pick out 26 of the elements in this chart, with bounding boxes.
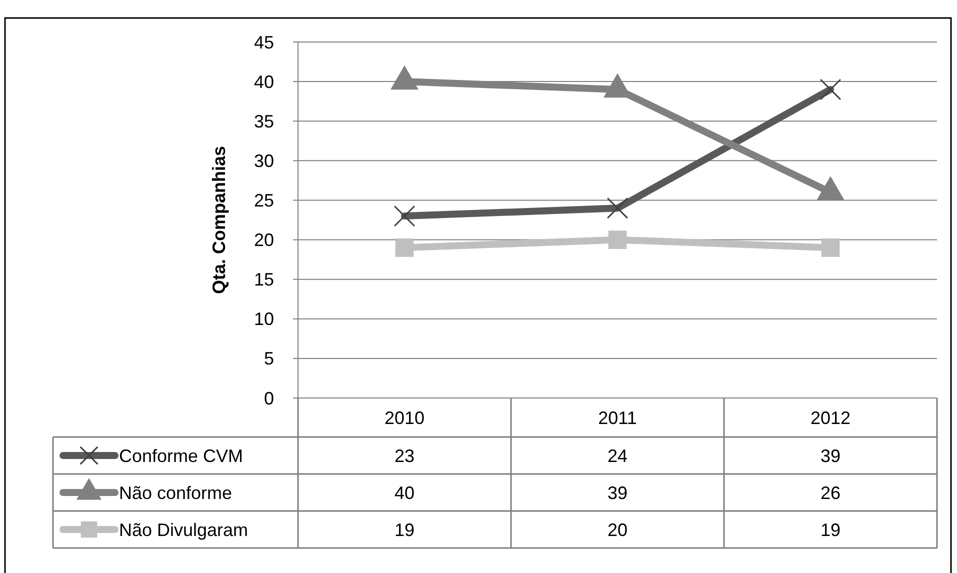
y-tick-label: 45 xyxy=(254,32,274,52)
x-tick-label: 2011 xyxy=(598,408,637,428)
data-label: 24 xyxy=(607,446,628,466)
y-axis-title: Qta. Companhias xyxy=(209,146,229,294)
y-tick-label: 30 xyxy=(254,150,274,171)
legend-label: Não Divulgaram xyxy=(119,520,248,540)
x-tick-label: 2010 xyxy=(384,408,425,428)
data-label: 23 xyxy=(394,446,415,466)
y-tick-label: 0 xyxy=(264,388,274,408)
data-label: 20 xyxy=(607,520,628,540)
y-tick-label: 25 xyxy=(254,190,274,211)
data-label: 40 xyxy=(394,482,415,503)
data-label: 19 xyxy=(820,520,841,540)
y-tick-label: 10 xyxy=(254,309,274,330)
data-label: 39 xyxy=(607,482,628,503)
y-tick-label: 20 xyxy=(254,230,274,250)
y-tick-label: 5 xyxy=(264,348,274,369)
legend-label: Não conforme xyxy=(119,482,232,503)
data-label: 26 xyxy=(820,482,841,503)
data-label: 39 xyxy=(820,446,841,466)
x-tick-label: 2012 xyxy=(810,408,851,428)
data-label: 19 xyxy=(394,520,415,540)
y-tick-label: 35 xyxy=(254,111,274,132)
y-tick-label: 15 xyxy=(254,270,274,290)
y-tick-label: 40 xyxy=(254,72,274,92)
legend-label: Conforme CVM xyxy=(119,446,244,466)
